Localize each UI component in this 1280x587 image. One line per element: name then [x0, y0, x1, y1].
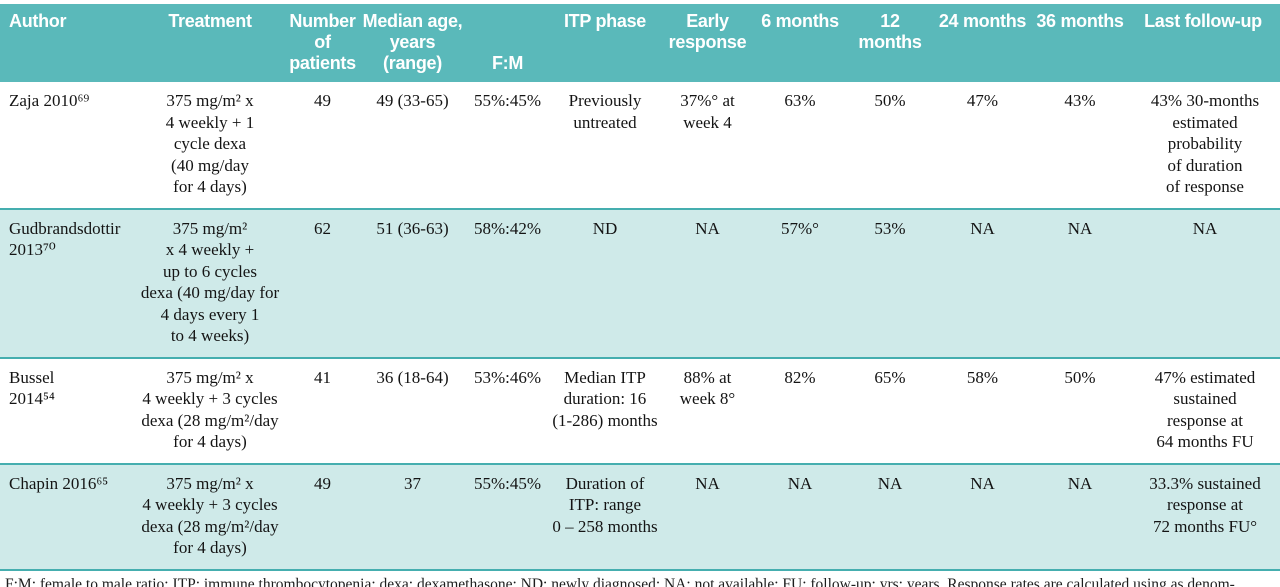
itp-phase-cell: Previously untreated: [568, 91, 642, 132]
24-months-cell: NA: [935, 462, 1030, 571]
last-follow-up-cell: 43% 30-months estimated probability of d…: [1150, 91, 1260, 196]
rituximab-itp-studies-table: Author Treatment Number of patients Medi…: [0, 4, 1280, 571]
column-header-median-age: Median age, years (range): [360, 4, 465, 82]
24-months-cell: NA: [935, 207, 1030, 358]
patients-cell: 49: [314, 91, 331, 110]
patients-cell: 62: [285, 207, 360, 358]
early-response-cell: 88% at week 8°: [660, 356, 755, 464]
6-months-cell: 57%°: [755, 207, 845, 358]
column-header-36-months: 36 months: [1030, 4, 1130, 82]
table-header: Author Treatment Number of patients Medi…: [0, 4, 1280, 82]
fm-ratio-cell: 55%:45%: [465, 462, 550, 571]
column-header-author: Author: [0, 4, 135, 82]
table-row-bussel-2014: Bussel 2014⁵⁴ 375 mg/m² x 4 weekly + 3 c…: [0, 356, 1280, 464]
median-age-cell: 49 (33-65): [376, 91, 449, 110]
fm-ratio-cell: 55%:45%: [473, 91, 542, 110]
itp-phase-cell: Duration of ITP: range 0 – 258 months: [550, 462, 660, 571]
column-header-number-of-patients: Number of patients: [285, 4, 360, 82]
36-months-cell: NA: [1030, 462, 1130, 571]
treatment-cell: 375 mg/m² x 4 weekly + up to 6 cycles de…: [135, 207, 285, 358]
column-header-itp-phase: ITP phase: [550, 4, 660, 82]
12-months-cell: 65%: [845, 356, 935, 464]
footnote-line-1: F:M: female to male ratio; ITP: immune t…: [5, 575, 1235, 587]
column-header-treatment: Treatment: [135, 4, 285, 82]
column-header-6-months: 6 months: [755, 4, 845, 82]
itp-phase-cell: ND: [550, 207, 660, 358]
table-row-zaja-2010: Zaja 2010⁶⁹ 375 mg/m² x 4 weekly + 1 cyc…: [0, 82, 1280, 209]
fm-ratio-cell: 58%:42%: [465, 207, 550, 358]
early-response-cell: 37%° at week 4: [680, 91, 735, 132]
36-months-cell: 43%: [1064, 91, 1096, 110]
treatment-cell: 375 mg/m² x 4 weekly + 3 cycles dexa (28…: [135, 462, 285, 571]
treatment-cell: 375 mg/m² x 4 weekly + 3 cycles dexa (28…: [135, 356, 285, 464]
24-months-cell: 47%: [966, 91, 999, 110]
author-cell: Zaja 2010⁶⁹: [9, 91, 90, 110]
treatment-cell: 375 mg/m² x 4 weekly + 1 cycle dexa (40 …: [165, 91, 255, 196]
table-body: Zaja 2010⁶⁹ 375 mg/m² x 4 weekly + 1 cyc…: [0, 82, 1280, 571]
column-header-last-follow-up: Last follow-up: [1130, 4, 1280, 82]
table-row-gudbrandsdottir-2013: Gudbrandsdottir 2013⁷⁰ 375 mg/m² x 4 wee…: [0, 207, 1280, 358]
36-months-cell: NA: [1030, 207, 1130, 358]
column-header-24-months: 24 months: [935, 4, 1030, 82]
24-months-cell: 58%: [935, 356, 1030, 464]
column-header-12-months: 12 months: [845, 4, 935, 82]
median-age-cell: 37: [360, 462, 465, 571]
median-age-cell: 36 (18-64): [360, 356, 465, 464]
header-row: Author Treatment Number of patients Medi…: [0, 4, 1280, 82]
itp-phase-cell: Median ITP duration: 16 (1-286) months: [550, 356, 660, 464]
patients-cell: 49: [285, 462, 360, 571]
last-follow-up-cell: NA: [1130, 207, 1280, 358]
column-header-fm-ratio: F:M: [465, 4, 550, 82]
patients-cell: 41: [285, 356, 360, 464]
6-months-cell: 63%: [784, 91, 816, 110]
early-response-cell: NA: [660, 462, 755, 571]
36-months-cell: 50%: [1030, 356, 1130, 464]
6-months-cell: 82%: [755, 356, 845, 464]
author-cell: Chapin 2016⁶⁵: [0, 462, 135, 571]
fm-ratio-cell: 53%:46%: [465, 356, 550, 464]
early-response-cell: NA: [660, 207, 755, 358]
last-follow-up-cell: 33.3% sustained response at 72 months FU…: [1130, 462, 1280, 571]
table-row-chapin-2016: Chapin 2016⁶⁵ 375 mg/m² x 4 weekly + 3 c…: [0, 462, 1280, 571]
last-follow-up-cell: 47% estimated sustained response at 64 m…: [1130, 356, 1280, 464]
median-age-cell: 51 (36-63): [360, 207, 465, 358]
table-footnote: F:M: female to male ratio; ITP: immune t…: [0, 571, 1280, 587]
12-months-cell: 53%: [845, 207, 935, 358]
author-cell: Bussel 2014⁵⁴: [0, 356, 135, 464]
author-cell: Gudbrandsdottir 2013⁷⁰: [0, 207, 135, 358]
6-months-cell: NA: [755, 462, 845, 571]
12-months-cell: NA: [845, 462, 935, 571]
column-header-early-response: Early response: [660, 4, 755, 82]
12-months-cell: 50%: [874, 91, 906, 110]
